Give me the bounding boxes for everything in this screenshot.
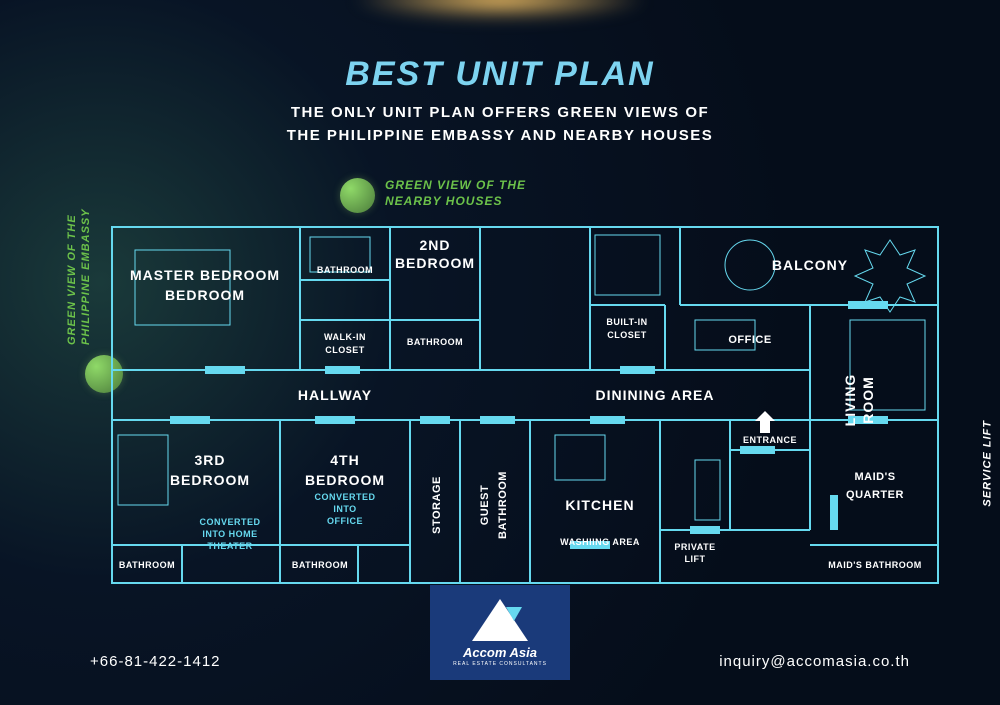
svg-text:CLOSET: CLOSET <box>607 330 647 340</box>
logo-text: Accom Asia <box>463 645 537 660</box>
svg-text:WALK-IN: WALK-IN <box>324 332 366 342</box>
svg-text:BATHROOM: BATHROOM <box>119 560 175 570</box>
svg-text:INTO HOME: INTO HOME <box>202 529 257 539</box>
svg-text:MASTER BEDROOM: MASTER BEDROOM <box>130 267 280 283</box>
svg-text:BATHROOM: BATHROOM <box>407 337 463 347</box>
top-glow <box>350 0 650 20</box>
svg-text:BUILT-IN: BUILT-IN <box>606 317 647 327</box>
svg-text:BEDROOM: BEDROOM <box>165 287 245 303</box>
svg-text:KITCHEN: KITCHEN <box>565 497 634 513</box>
svg-text:INTO: INTO <box>333 504 356 514</box>
svg-text:3RD: 3RD <box>194 452 225 468</box>
phone-number: +66-81-422-1412 <box>90 653 221 670</box>
svg-text:QUARTER: QUARTER <box>846 489 904 501</box>
svg-text:GUEST: GUEST <box>479 485 491 525</box>
svg-text:BEDROOM: BEDROOM <box>395 255 475 271</box>
svg-text:CONVERTED: CONVERTED <box>199 517 260 527</box>
svg-text:LIVING: LIVING <box>842 374 858 427</box>
svg-text:STORAGE: STORAGE <box>431 476 443 534</box>
svg-text:CONVERTED: CONVERTED <box>314 492 375 502</box>
email-address: inquiry@accomasia.co.th <box>719 653 910 670</box>
svg-text:THEATER: THEATER <box>207 541 252 551</box>
main-title: BEST UNIT PLAN <box>0 55 1000 94</box>
accom-asia-logo: Accom Asia REAL ESTATE CONSULTANTS <box>430 585 570 680</box>
svg-text:BALCONY: BALCONY <box>772 257 848 273</box>
logo-triangle-icon <box>472 599 528 641</box>
svg-text:BATHROOM: BATHROOM <box>317 265 373 275</box>
green-sphere-icon <box>340 178 375 213</box>
svg-text:4TH: 4TH <box>330 452 359 468</box>
svg-text:HALLWAY: HALLWAY <box>298 387 372 403</box>
svg-text:OFFICE: OFFICE <box>728 334 771 346</box>
svg-text:DININING AREA: DININING AREA <box>595 387 714 403</box>
green-view-left-label: GREEN VIEW OF THE PHILIPPINE EMBASSY <box>65 208 94 345</box>
svg-text:MAID'S BATHROOM: MAID'S BATHROOM <box>828 560 921 570</box>
svg-text:ENTRANCE: ENTRANCE <box>743 435 797 445</box>
svg-text:2ND: 2ND <box>419 237 450 253</box>
svg-text:BATHROOM: BATHROOM <box>292 560 348 570</box>
logo-subtext: REAL ESTATE CONSULTANTS <box>453 661 547 667</box>
svg-text:OFFICE: OFFICE <box>327 516 363 526</box>
subtitle: THE ONLY UNIT PLAN OFFERS GREEN VIEWS OF… <box>0 102 1000 147</box>
header: BEST UNIT PLAN THE ONLY UNIT PLAN OFFERS… <box>0 0 1000 147</box>
svg-text:PRIVATE: PRIVATE <box>674 542 715 552</box>
svg-text:MAID'S: MAID'S <box>854 471 895 483</box>
green-view-top-label: GREEN VIEW OF THE NEARBY HOUSES <box>385 178 526 209</box>
svg-text:CLOSET: CLOSET <box>325 345 365 355</box>
service-lift-label: SERVICE LIFT <box>982 420 994 507</box>
floor-plan: MASTER BEDROOM BEDROOM BATHROOM 2ND BEDR… <box>110 225 940 585</box>
svg-text:WASHIING AREA: WASHIING AREA <box>560 537 640 547</box>
svg-text:BEDROOM: BEDROOM <box>305 472 385 488</box>
svg-text:LIFT: LIFT <box>685 554 706 564</box>
svg-text:ROOM: ROOM <box>860 376 876 424</box>
svg-text:BEDROOM: BEDROOM <box>170 472 250 488</box>
svg-text:BATHROOM: BATHROOM <box>497 471 509 539</box>
